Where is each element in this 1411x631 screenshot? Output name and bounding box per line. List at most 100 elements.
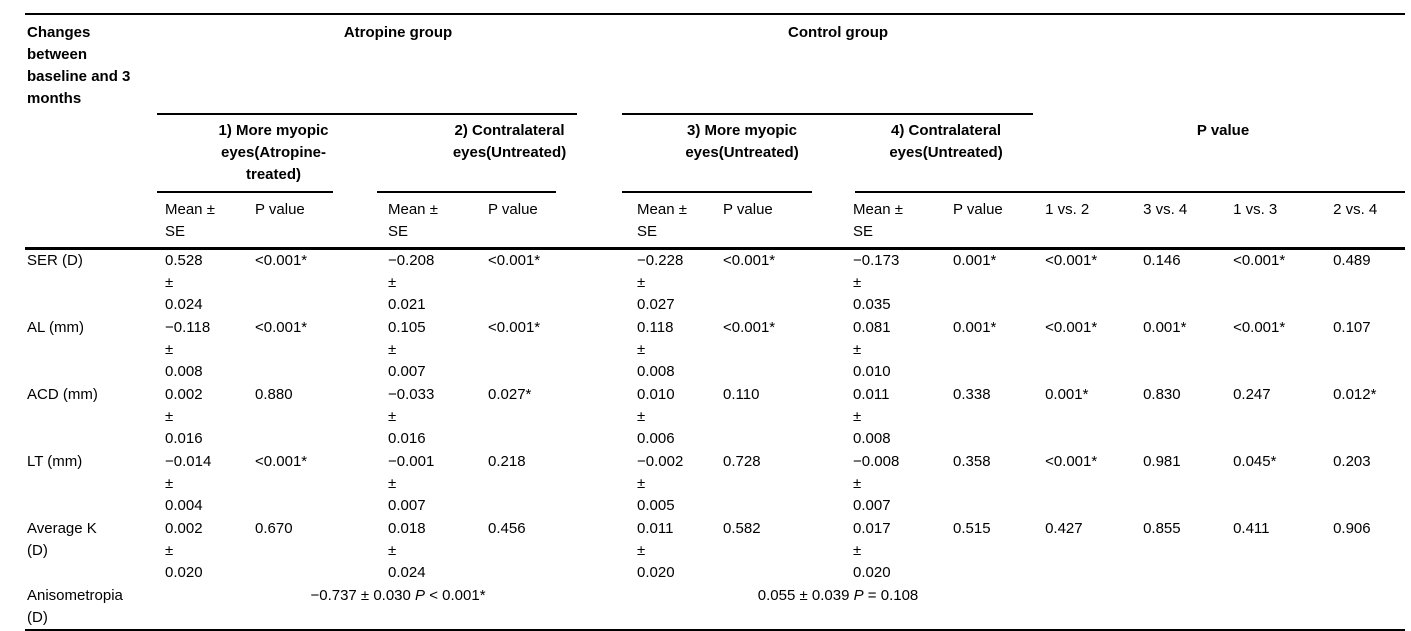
cell: 0.981 [1143,453,1181,470]
cell: −0.008 ± 0.007 [853,453,900,514]
cell: <0.001* [255,453,308,470]
col-header-pvalue-2: P value [488,201,538,218]
col-header-pvalue-1: P value [255,201,305,218]
cell: 0.855 [1143,520,1181,537]
cell: 0.001* [953,319,997,336]
cell: <0.001* [1045,453,1098,470]
cell: 0.012* [1333,386,1377,403]
row-label: ACD (mm) [27,386,98,403]
cell: <0.001* [721,247,852,317]
col-header-pvalue-3: P value [723,201,773,218]
cell: 0.427 [1045,520,1083,537]
cell: −0.002 ± 0.005 [637,453,684,514]
anisometropia-control-value: 0.055 ± 0.039 [757,587,850,604]
cell: 0.010 ± 0.006 [637,386,675,447]
cell: <0.001* [253,247,386,317]
cell: −0.033 ± 0.016 [388,386,435,447]
cell: 0.906 [1333,520,1371,537]
cell: 0.247 [1233,386,1271,403]
cell: 0.107 [1333,319,1371,336]
table-row-lt: LT (mm) −0.014 ± 0.004 <0.001* −0.001 ± … [25,451,1405,518]
cell: 0.203 [1333,453,1371,470]
cell: 0.670 [255,520,293,537]
col-header-mean-se-2: Mean ± SE [388,201,438,240]
table-row-average-k: Average K (D) 0.002 ± 0.020 0.670 0.018 … [25,518,1405,585]
cell: 0.358 [953,453,991,470]
cell: 0.515 [953,520,991,537]
group-header-row: Changes between baseline and 3 months At… [25,14,1405,115]
cell: <0.001* [1233,319,1286,336]
anisometropia-atropine-pvalue: < 0.001* [429,587,486,604]
cell: −0.001 ± 0.007 [388,453,435,514]
col-header-1vs3: 1 vs. 3 [1233,201,1278,218]
table-row-al: AL (mm) −0.118 ± 0.008 <0.001* 0.105 ± 0… [25,317,1405,384]
col-header-2vs4: 2 vs. 4 [1333,201,1378,218]
anisometropia-empty-cell [1043,585,1405,630]
col-header-pvalue-4: P value [953,201,1003,218]
cell: 0.880 [255,386,293,403]
cell: 0.001* [1045,386,1089,403]
results-table: Changes between baseline and 3 months At… [25,13,1406,631]
cell: 0.001* [951,247,1044,317]
row-label: AL (mm) [27,319,84,336]
cell: 0.081 ± 0.010 [853,319,891,380]
cell: 0.830 [1143,386,1181,403]
cell: <0.001* [1043,247,1142,317]
cell: −0.173 ± 0.035 [851,247,952,317]
cell: 0.027* [488,386,532,403]
cell: −0.228 ± 0.027 [635,247,722,317]
cell: −0.208 ± 0.021 [386,247,486,317]
cell: <0.001* [723,319,776,336]
table-row-ser: SER (D) 0.528 ± 0.024 <0.001* −0.208 ± 0… [25,247,1406,317]
cell: 0.411 [1233,520,1270,537]
cell: 0.338 [953,386,991,403]
col-header-3vs4: 3 vs. 4 [1143,201,1188,218]
table-title: Changes between baseline and 3 months [27,24,131,107]
subgroup-header-row: 1) More myopic eyes(Atropine- treated) 2… [25,115,1406,193]
row-label: LT (mm) [27,453,83,470]
cell: 0.456 [488,520,526,537]
subgroup-header-3: 3) More myopic eyes(Untreated) [622,115,851,193]
cell: 0.002 ± 0.020 [165,520,203,581]
p-symbol: P [415,587,426,604]
col-header-1vs2: 1 vs. 2 [1045,201,1090,218]
table-container: Changes between baseline and 3 months At… [25,13,1406,631]
cell: 0.582 [723,520,761,537]
cell: −0.118 ± 0.008 [165,319,211,380]
cell: 0.528 ± 0.024 [163,247,253,317]
cell: 0.045* [1233,453,1277,470]
table-row-acd: ACD (mm) 0.002 ± 0.016 0.880 −0.033 ± 0.… [25,384,1405,451]
cell: <0.001* [488,319,541,336]
group-header-control: Control group [622,14,1043,115]
cell: 0.105 ± 0.007 [388,319,426,380]
cell: <0.001* [255,319,308,336]
cell: 0.110 [723,386,760,403]
cell: 0.011 ± 0.020 [637,520,675,581]
cell: 0.018 ± 0.024 [388,520,426,581]
subgroup-header-4: 4) Contralateral eyes(Untreated) [851,115,1044,193]
group-header-atropine: Atropine group [156,14,635,115]
cell: <0.001* [1045,319,1098,336]
anisometropia-atropine-cell: −0.737 ± 0.030 P < 0.001* [163,585,635,630]
subgroup-header-pvalue: P value [1043,115,1406,193]
cell: 0.002 ± 0.016 [165,386,203,447]
row-label: Anisometropia (D) [27,587,123,626]
table-row-anisometropia: Anisometropia (D) −0.737 ± 0.030 P < 0.0… [25,585,1405,630]
cell: <0.001* [1231,247,1332,317]
anisometropia-control-pvalue: = 0.108 [867,587,919,604]
col-header-mean-se-1: Mean ± SE [165,201,215,240]
row-label: Average K (D) [27,520,97,559]
row-label: SER (D) [25,247,163,317]
cell: 0.218 [488,453,526,470]
cell: 0.728 [723,453,761,470]
cell: 0.017 ± 0.020 [853,520,891,581]
column-header-row: Mean ± SE P value Mean ± SE P value Mean… [25,193,1405,249]
cell: 0.001* [1143,319,1187,336]
anisometropia-control-cell: 0.055 ± 0.039 P = 0.108 [635,585,1043,630]
col-header-mean-se-3: Mean ± SE [637,201,687,240]
subgroup-header-1: 1) More myopic eyes(Atropine- treated) [157,115,386,193]
anisometropia-atropine-value: −0.737 ± 0.030 [310,587,411,604]
group-header-spacer [1043,14,1405,115]
p-symbol: P [853,587,864,604]
cell: <0.001* [486,247,636,317]
